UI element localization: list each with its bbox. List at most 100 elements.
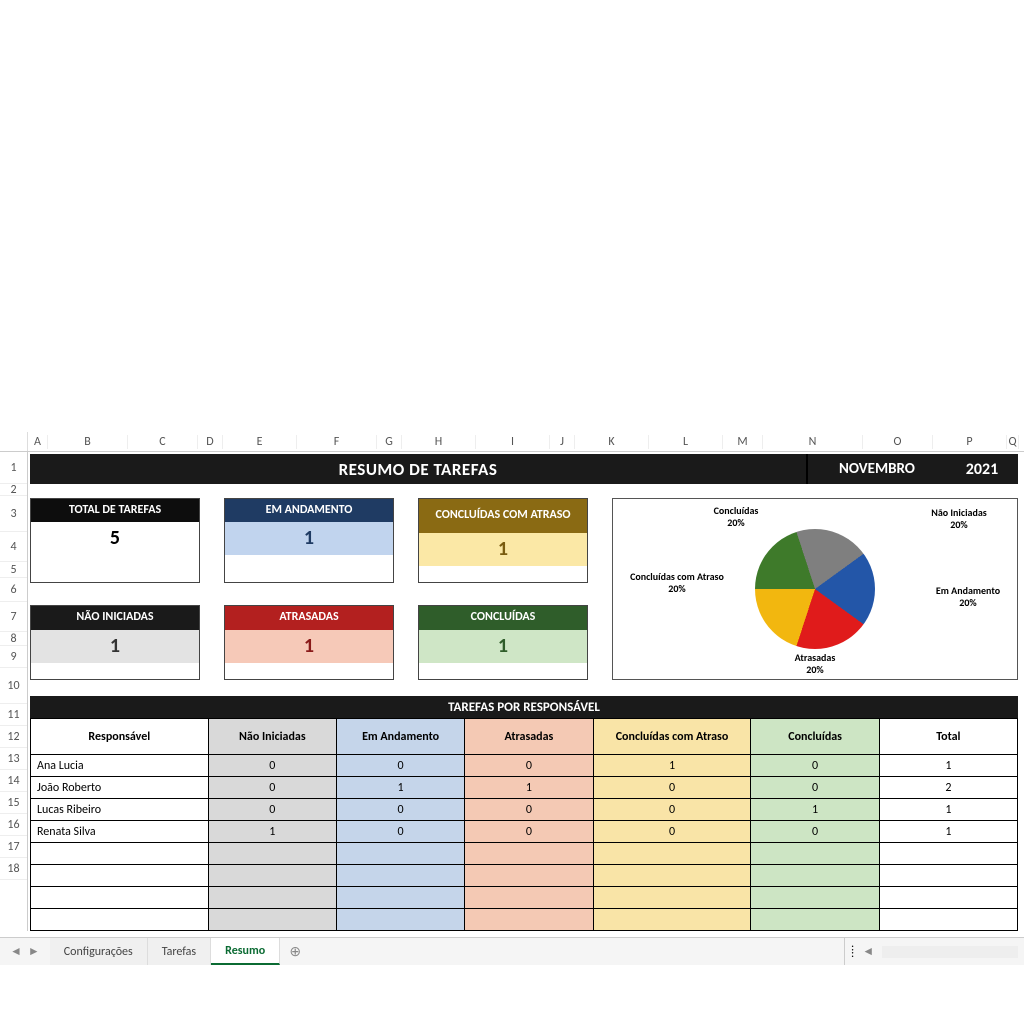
tab-nav-arrows[interactable]: ◄ ► <box>0 938 50 965</box>
table-cell[interactable]: 1 <box>879 755 1017 777</box>
table-cell[interactable]: 1 <box>336 777 464 799</box>
table-cell[interactable] <box>751 887 879 909</box>
table-cell[interactable] <box>336 843 464 865</box>
table-cell[interactable]: 1 <box>751 799 879 821</box>
column-header[interactable]: B <box>48 435 128 449</box>
table-cell[interactable]: 0 <box>465 821 593 843</box>
column-header[interactable]: K <box>575 435 649 449</box>
tab-next-icon[interactable]: ► <box>28 944 40 959</box>
table-cell-name[interactable]: Ana Lucia <box>31 755 209 777</box>
column-header[interactable]: P <box>933 435 1007 449</box>
column-header[interactable]: D <box>198 435 223 449</box>
table-cell[interactable]: 1 <box>879 799 1017 821</box>
row-header[interactable]: 6 <box>0 578 27 602</box>
table-cell[interactable]: 0 <box>465 799 593 821</box>
table-cell[interactable]: 1 <box>465 777 593 799</box>
row-header[interactable]: 7 <box>0 602 27 632</box>
table-cell[interactable]: 0 <box>208 755 336 777</box>
add-sheet-button[interactable]: ⊕ <box>280 938 310 965</box>
column-header[interactable]: I <box>476 435 550 449</box>
table-cell[interactable] <box>879 887 1017 909</box>
table-cell[interactable] <box>751 909 879 931</box>
table-cell[interactable]: 0 <box>751 755 879 777</box>
table-cell[interactable]: 0 <box>465 755 593 777</box>
table-cell[interactable] <box>208 843 336 865</box>
row-header[interactable]: 10 <box>0 668 27 704</box>
column-header[interactable]: H <box>402 435 476 449</box>
table-cell[interactable] <box>593 887 751 909</box>
table-cell-name[interactable]: João Roberto <box>31 777 209 799</box>
table-cell[interactable] <box>208 865 336 887</box>
column-header[interactable]: M <box>723 435 763 449</box>
row-header[interactable]: 3 <box>0 496 27 532</box>
row-header[interactable]: 1 <box>0 452 27 484</box>
table-cell[interactable] <box>879 843 1017 865</box>
table-cell[interactable]: 1 <box>208 821 336 843</box>
row-header[interactable]: 2 <box>0 484 27 496</box>
table-cell[interactable] <box>879 909 1017 931</box>
scroll-left-icon[interactable]: ◄ <box>860 944 876 959</box>
table-cell[interactable] <box>593 909 751 931</box>
table-cell[interactable]: 0 <box>336 755 464 777</box>
table-cell[interactable] <box>593 865 751 887</box>
row-header[interactable]: 12 <box>0 726 27 748</box>
column-header[interactable]: L <box>649 435 723 449</box>
table-cell[interactable]: 0 <box>336 821 464 843</box>
row-header[interactable]: 8 <box>0 632 27 646</box>
table-cell[interactable]: 0 <box>751 777 879 799</box>
row-header[interactable]: 18 <box>0 858 27 880</box>
table-cell[interactable]: 0 <box>593 799 751 821</box>
sheet-tab[interactable]: Configurações <box>50 938 148 965</box>
table-cell[interactable] <box>208 909 336 931</box>
table-cell[interactable]: 0 <box>336 799 464 821</box>
table-cell-name[interactable]: Renata Silva <box>31 821 209 843</box>
table-cell[interactable]: 0 <box>208 799 336 821</box>
row-header[interactable]: 9 <box>0 646 27 668</box>
table-cell-name[interactable] <box>31 843 209 865</box>
column-header[interactable]: Q <box>1007 435 1019 449</box>
column-header[interactable]: J <box>550 435 575 449</box>
row-header[interactable]: 5 <box>0 562 27 578</box>
column-header[interactable]: G <box>377 435 402 449</box>
row-header[interactable]: 11 <box>0 704 27 726</box>
table-cell[interactable] <box>751 843 879 865</box>
table-cell[interactable]: 0 <box>593 821 751 843</box>
select-all-corner[interactable] <box>0 432 28 451</box>
row-header[interactable]: 15 <box>0 792 27 814</box>
table-cell[interactable] <box>593 843 751 865</box>
column-header[interactable]: C <box>128 435 198 449</box>
column-header[interactable]: N <box>763 435 863 449</box>
row-header[interactable]: 16 <box>0 814 27 836</box>
table-cell[interactable] <box>336 909 464 931</box>
table-cell[interactable]: 0 <box>751 821 879 843</box>
table-cell[interactable]: 1 <box>879 821 1017 843</box>
table-cell[interactable] <box>465 887 593 909</box>
column-header[interactable]: O <box>863 435 933 449</box>
table-cell[interactable] <box>465 865 593 887</box>
table-cell[interactable] <box>751 865 879 887</box>
table-cell[interactable] <box>336 865 464 887</box>
table-cell-name[interactable]: Lucas Ribeiro <box>31 799 209 821</box>
row-header[interactable]: 17 <box>0 836 27 858</box>
horizontal-scrollbar[interactable]: ⁞ ◄ <box>844 938 1024 965</box>
sheet-tab[interactable]: Tarefas <box>148 938 211 965</box>
table-cell[interactable] <box>208 887 336 909</box>
column-header[interactable]: E <box>223 435 297 449</box>
table-cell-name[interactable] <box>31 865 209 887</box>
row-header[interactable]: 13 <box>0 748 27 770</box>
row-header[interactable]: 4 <box>0 532 27 562</box>
table-cell[interactable] <box>336 887 464 909</box>
column-header[interactable]: F <box>297 435 377 449</box>
table-cell[interactable]: 0 <box>593 777 751 799</box>
tab-prev-icon[interactable]: ◄ <box>10 944 22 959</box>
table-cell[interactable] <box>465 909 593 931</box>
table-cell-name[interactable] <box>31 909 209 931</box>
table-cell[interactable] <box>879 865 1017 887</box>
sheet-tab[interactable]: Resumo <box>211 938 280 965</box>
table-cell-name[interactable] <box>31 887 209 909</box>
table-cell[interactable]: 1 <box>593 755 751 777</box>
table-cell[interactable] <box>465 843 593 865</box>
table-cell[interactable]: 2 <box>879 777 1017 799</box>
row-header[interactable]: 14 <box>0 770 27 792</box>
column-header[interactable]: A <box>28 435 48 449</box>
